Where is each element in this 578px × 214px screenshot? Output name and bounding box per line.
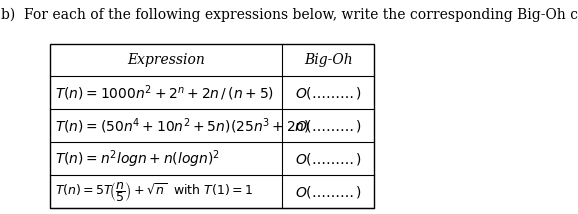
Text: Big-Oh: Big-Oh [304,53,353,67]
Text: $T(n) = 5T\!\left(\dfrac{n}{5}\right) + \sqrt{n}\ \ \mathrm{with}\ T(1) = 1$: $T(n) = 5T\!\left(\dfrac{n}{5}\right) + … [54,180,253,204]
Text: $O(\ldots\ldots\ldots\,)$: $O(\ldots\ldots\ldots\,)$ [295,85,361,101]
Text: $T(n) = n^2\!\,logn + n(logn)^2$: $T(n) = n^2\!\,logn + n(logn)^2$ [54,148,220,170]
Text: $O(\ldots\ldots\ldots\,)$: $O(\ldots\ldots\ldots\,)$ [295,151,361,167]
Text: $O(\ldots\ldots\ldots\,)$: $O(\ldots\ldots\ldots\,)$ [295,184,361,200]
Text: $T(n) = (50n^4 + 10n^2 + 5n)(25n^3 + 2n)$: $T(n) = (50n^4 + 10n^2 + 5n)(25n^3 + 2n)… [54,116,310,136]
Text: $O(\ldots\ldots\ldots\,)$: $O(\ldots\ldots\ldots\,)$ [295,118,361,134]
Text: $T(n) = 1000n^2 + 2^n + 2n\,/\,(n + 5)$: $T(n) = 1000n^2 + 2^n + 2n\,/\,(n + 5)$ [54,83,274,103]
Text: b)  For each of the following expressions below, write the corresponding Big-Oh : b) For each of the following expressions… [1,8,578,22]
Text: Expression: Expression [127,53,205,67]
